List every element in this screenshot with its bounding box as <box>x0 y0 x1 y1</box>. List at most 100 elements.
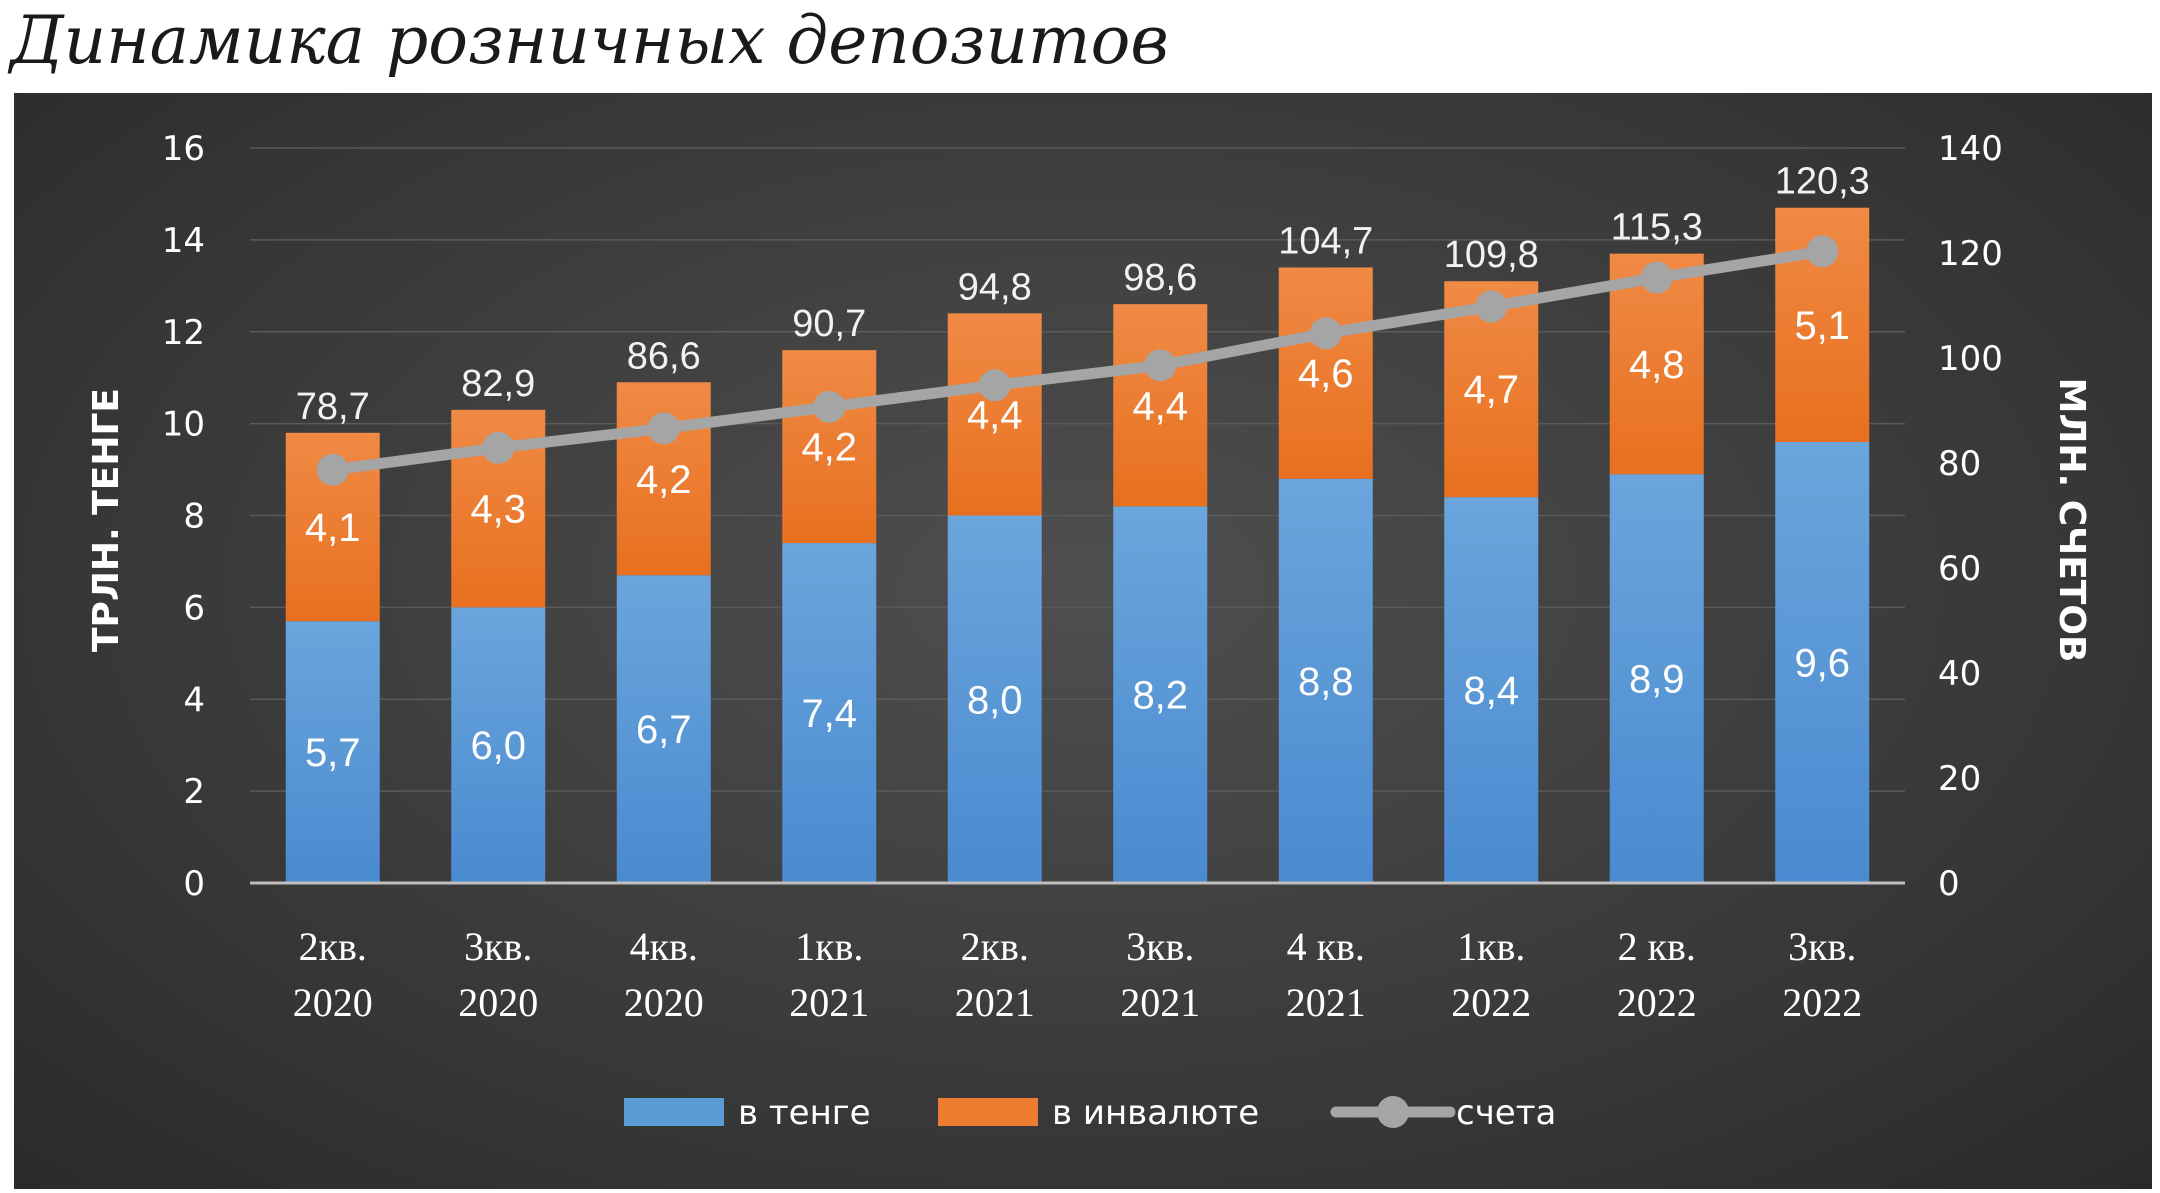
accounts-label: 86,6 <box>627 335 701 377</box>
bar-label-foreign: 4,8 <box>1629 343 1685 387</box>
bar-foreign <box>1113 304 1208 507</box>
accounts-point <box>316 453 349 486</box>
accounts-point <box>978 369 1011 402</box>
y-tick-label: 14 <box>162 221 205 261</box>
legend-swatch-tenge <box>624 1098 724 1126</box>
bar-label-tenge: 9,6 <box>1794 642 1850 686</box>
bar-tenge <box>1278 478 1373 883</box>
x-tick-label-quarter: 3кв. <box>464 924 532 969</box>
bar-label-foreign: 4,2 <box>636 458 692 502</box>
bar-label-foreign: 4,4 <box>1132 384 1188 428</box>
accounts-point <box>1144 349 1177 382</box>
bar-label-tenge: 6,0 <box>470 724 526 768</box>
x-tick-label-year: 2021 <box>789 980 869 1025</box>
line-series: 78,7 82,9 86,6 90,7 94,8 98,6 104,7 109,8 115,3 1… <box>296 161 1870 486</box>
x-tick-label-year: 2020 <box>458 980 538 1025</box>
accounts-label: 98,6 <box>1123 257 1197 299</box>
legend-swatch-foreign <box>938 1098 1038 1126</box>
legend-label-accounts: счета <box>1456 1093 1556 1133</box>
y2-tick-label: 100 <box>1938 339 2003 379</box>
bar-tenge <box>1113 506 1208 883</box>
accounts-label: 120,3 <box>1775 161 1870 203</box>
x-tick-label-year: 2022 <box>1617 980 1697 1025</box>
x-tick-label-quarter: 1кв. <box>1457 924 1525 969</box>
accounts-point <box>647 412 680 445</box>
bar-label-foreign: 4,1 <box>305 506 361 550</box>
bar-label-tenge: 8,8 <box>1298 660 1354 704</box>
bar-label-tenge: 8,9 <box>1629 658 1685 702</box>
y-tick-label: 10 <box>162 405 205 445</box>
y-tick-label: 0 <box>183 864 205 904</box>
bar-tenge <box>1444 497 1539 883</box>
accounts-point <box>1475 290 1508 323</box>
bar-tenge <box>285 621 380 883</box>
y-tick-label: 12 <box>162 313 205 353</box>
x-tick-label-year: 2021 <box>1120 980 1200 1025</box>
x-tick-label-year: 2021 <box>1286 980 1366 1025</box>
x-tick-label-quarter: 4кв. <box>630 924 698 969</box>
bars <box>285 207 1870 883</box>
x-tick-label-quarter: 3кв. <box>1788 924 1856 969</box>
accounts-label: 94,8 <box>958 266 1032 308</box>
bar-label-tenge: 8,0 <box>967 678 1023 722</box>
bar-label-tenge: 8,2 <box>1132 674 1188 718</box>
x-tick-label-quarter: 3кв. <box>1126 924 1194 969</box>
y2-tick-label: 40 <box>1938 654 1981 694</box>
bar-tenge <box>947 515 1042 883</box>
accounts-point <box>813 390 846 423</box>
bar-foreign <box>1278 267 1373 479</box>
accounts-label: 82,9 <box>461 363 535 405</box>
bar-label-foreign: 4,2 <box>801 426 857 470</box>
accounts-point <box>1640 261 1673 294</box>
bar-tenge <box>616 575 711 883</box>
bar-tenge <box>1775 442 1870 883</box>
bar-tenge <box>782 543 877 883</box>
y2-tick-label: 60 <box>1938 549 1981 589</box>
accounts-point <box>482 431 515 464</box>
legend-label-tenge: в тенге <box>738 1093 871 1133</box>
page-title: Динамика розничных депозитов <box>10 2 1169 79</box>
x-tick-label-quarter: 2кв. <box>299 924 367 969</box>
accounts-label: 104,7 <box>1278 220 1373 262</box>
y2-tick-label: 80 <box>1938 444 1981 484</box>
x-tick-label-year: 2022 <box>1451 980 1531 1025</box>
y2-tick-label: 0 <box>1938 864 1960 904</box>
y2-tick-label: 120 <box>1938 234 2003 274</box>
y-axis-left-label: ТРЛН. ТЕНГЕ <box>86 388 127 652</box>
accounts-point <box>1309 317 1342 350</box>
bar-foreign <box>947 313 1042 516</box>
y-tick-label: 2 <box>183 772 205 812</box>
bar-foreign <box>782 350 877 544</box>
bar-label-foreign: 4,6 <box>1298 352 1354 396</box>
x-tick-label-quarter: 4 кв. <box>1287 924 1365 969</box>
y-axis-left-ticks: 0 2 4 6 8 10 12 14 16 <box>162 129 205 904</box>
y-tick-label: 8 <box>183 497 205 537</box>
legend-marker-accounts <box>1377 1096 1409 1128</box>
y-tick-label: 6 <box>183 588 205 628</box>
accounts-label: 90,7 <box>792 303 866 345</box>
legend-label-foreign: в инвалюте <box>1052 1093 1259 1133</box>
y-tick-label: 4 <box>183 680 205 720</box>
y2-tick-label: 20 <box>1938 759 1981 799</box>
bar-tenge <box>451 607 546 883</box>
legend: в тенге в инвалюте счета <box>624 1093 1556 1133</box>
accounts-label: 78,7 <box>296 386 370 428</box>
bar-tenge <box>1609 474 1704 883</box>
x-tick-label-year: 2020 <box>293 980 373 1025</box>
y2-tick-label: 140 <box>1938 129 2003 169</box>
x-tick-label-year: 2020 <box>624 980 704 1025</box>
bar-label-foreign: 4,3 <box>470 488 526 532</box>
x-axis-ticks: 2кв. 2020 3кв. 2020 4кв. 2020 1кв. 2021 2кв. 2021… <box>293 924 1863 1025</box>
y-tick-label: 16 <box>162 129 205 169</box>
accounts-point <box>1806 235 1839 268</box>
bar-label-tenge: 6,7 <box>636 708 692 752</box>
x-tick-label-quarter: 2кв. <box>961 924 1029 969</box>
x-tick-label-year: 2022 <box>1782 980 1862 1025</box>
bar-label-tenge: 8,4 <box>1463 669 1519 713</box>
bar-label-foreign: 5,1 <box>1794 304 1850 348</box>
y-axis-right-ticks: 0 20 40 60 80 100 120 140 <box>1938 129 2003 904</box>
x-tick-label-year: 2021 <box>955 980 1035 1025</box>
accounts-label: 109,8 <box>1444 234 1539 276</box>
x-tick-label-quarter: 2 кв. <box>1618 924 1696 969</box>
